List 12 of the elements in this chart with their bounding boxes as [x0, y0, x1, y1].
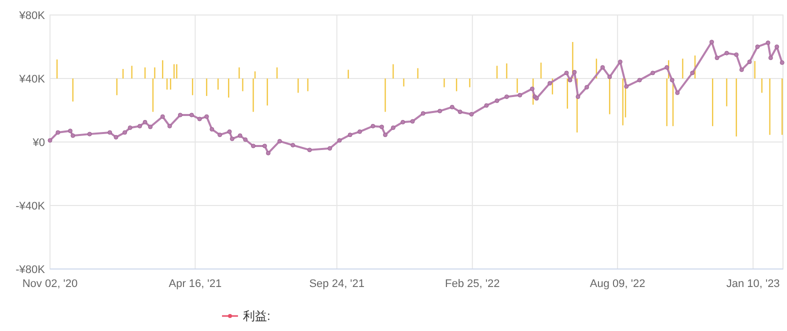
- x-tick-label: Apr 16, '21: [168, 278, 222, 290]
- x-tick-label: Sep 24, '21: [309, 278, 365, 290]
- x-tick-label: Feb 25, '22: [445, 278, 500, 290]
- x-tick-label: Nov 02, '20: [22, 278, 78, 290]
- y-tick-label: -¥80K: [16, 264, 46, 276]
- y-tick-label: ¥40K: [18, 74, 46, 86]
- y-tick-label: ¥80K: [18, 10, 46, 22]
- x-tick-label: Jan 10, '23: [726, 278, 780, 290]
- y-tick-label: -¥40K: [16, 200, 46, 212]
- legend-label: 利益:: [243, 309, 270, 323]
- y-tick-label: ¥0: [32, 137, 45, 149]
- x-tick-label: Aug 09, '22: [590, 278, 646, 290]
